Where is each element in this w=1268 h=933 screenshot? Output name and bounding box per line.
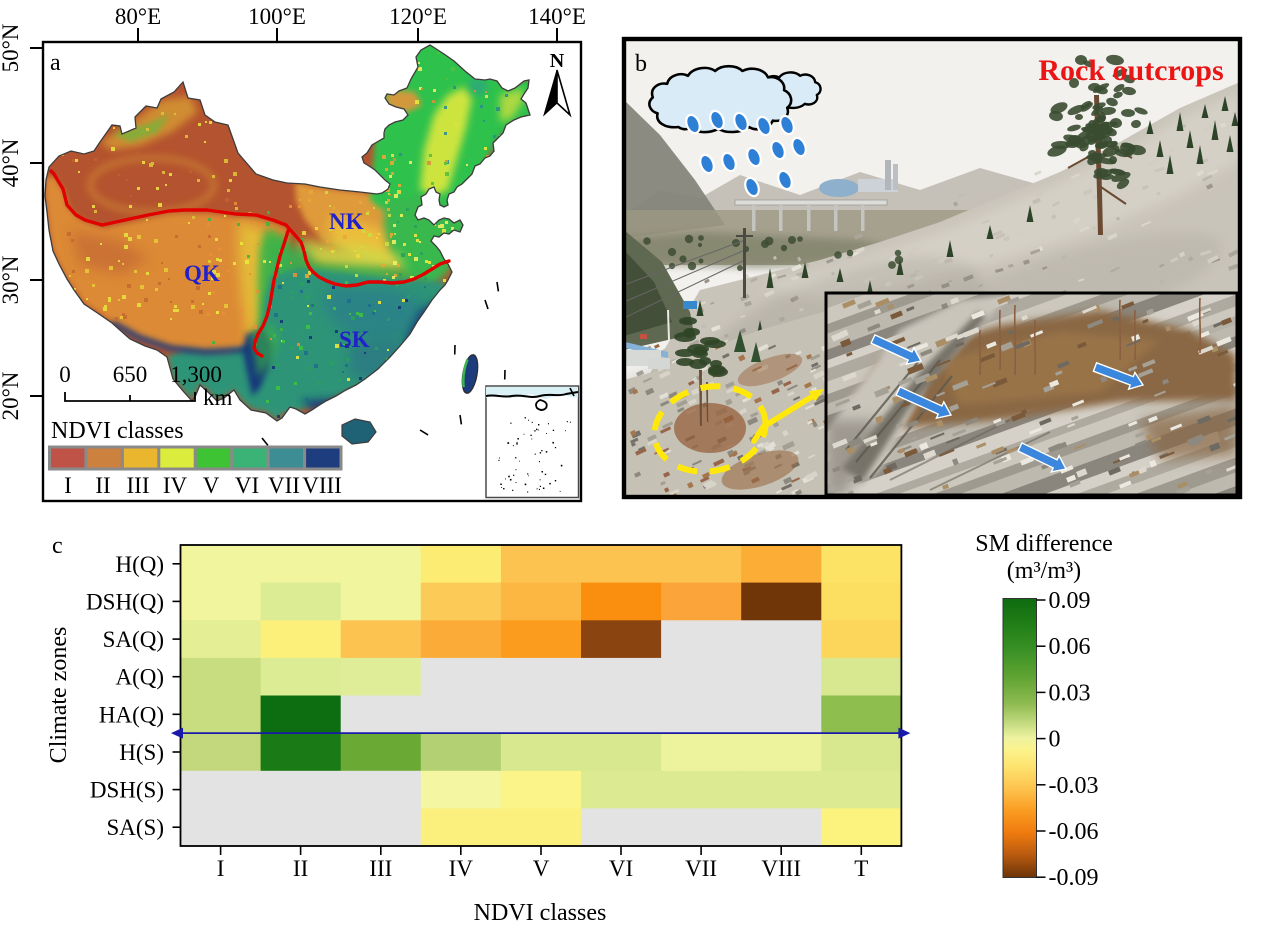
svg-text:VIII: VIII <box>302 473 342 498</box>
svg-text:140°E: 140°E <box>528 4 586 29</box>
svg-text:A(Q): A(Q) <box>115 665 164 690</box>
svg-text:1,300: 1,300 <box>170 362 222 387</box>
svg-text:III: III <box>127 473 150 498</box>
svg-text:DSH(Q): DSH(Q) <box>86 589 164 614</box>
svg-text:II: II <box>95 473 110 498</box>
svg-text:0: 0 <box>59 362 71 387</box>
svg-text:0.09: 0.09 <box>1049 588 1091 614</box>
svg-text:VII: VII <box>268 473 300 498</box>
svg-text:IV: IV <box>449 856 474 881</box>
svg-text:II: II <box>293 856 308 881</box>
svg-text:-0.03: -0.03 <box>1049 773 1099 799</box>
svg-text:SA(Q): SA(Q) <box>103 627 164 652</box>
svg-text:VI: VI <box>609 856 633 881</box>
svg-text:SA(S): SA(S) <box>106 815 164 840</box>
svg-text:NDVI classes: NDVI classes <box>51 418 184 444</box>
svg-text:b: b <box>635 51 647 77</box>
svg-text:-0.06: -0.06 <box>1049 819 1099 845</box>
svg-text:V: V <box>203 473 220 498</box>
svg-text:Rock outcrops: Rock outcrops <box>1038 54 1223 87</box>
svg-text:0.03: 0.03 <box>1049 680 1091 706</box>
svg-text:H(Q): H(Q) <box>115 552 164 577</box>
svg-text:HA(Q): HA(Q) <box>99 702 164 727</box>
svg-text:0.06: 0.06 <box>1049 634 1091 660</box>
svg-text:50°N: 50°N <box>0 23 23 72</box>
svg-text:VII: VII <box>685 856 717 881</box>
svg-text:N: N <box>550 50 565 72</box>
svg-text:NK: NK <box>329 209 364 234</box>
svg-text:120°E: 120°E <box>389 4 447 29</box>
svg-text:V: V <box>533 856 550 881</box>
svg-text:I: I <box>217 856 225 881</box>
svg-text:30°N: 30°N <box>0 255 23 304</box>
svg-text:a: a <box>50 50 61 76</box>
svg-text:-0.09: -0.09 <box>1049 865 1099 891</box>
svg-text:NDVI classes: NDVI classes <box>474 900 607 926</box>
svg-text:80°E: 80°E <box>115 4 161 29</box>
svg-text:T: T <box>854 856 868 881</box>
svg-text:VI: VI <box>235 473 259 498</box>
svg-text:100°E: 100°E <box>248 4 306 29</box>
svg-text:VIII: VIII <box>761 856 801 881</box>
svg-text:DSH(S): DSH(S) <box>90 778 164 803</box>
svg-text:c: c <box>52 533 63 559</box>
svg-text:I: I <box>64 473 72 498</box>
svg-text:H(S): H(S) <box>119 740 164 765</box>
svg-text:20°N: 20°N <box>0 371 23 420</box>
svg-text:(m³/m³): (m³/m³) <box>1007 558 1081 584</box>
svg-text:650: 650 <box>113 362 148 387</box>
svg-text:Climate zones: Climate zones <box>46 627 72 764</box>
svg-text:SM difference: SM difference <box>975 531 1113 557</box>
svg-text:km: km <box>203 385 233 410</box>
svg-text:0: 0 <box>1049 727 1061 753</box>
svg-text:40°N: 40°N <box>0 138 23 187</box>
svg-text:QK: QK <box>184 261 220 286</box>
svg-text:SK: SK <box>339 327 370 352</box>
svg-text:III: III <box>369 856 392 881</box>
svg-text:IV: IV <box>163 473 188 498</box>
